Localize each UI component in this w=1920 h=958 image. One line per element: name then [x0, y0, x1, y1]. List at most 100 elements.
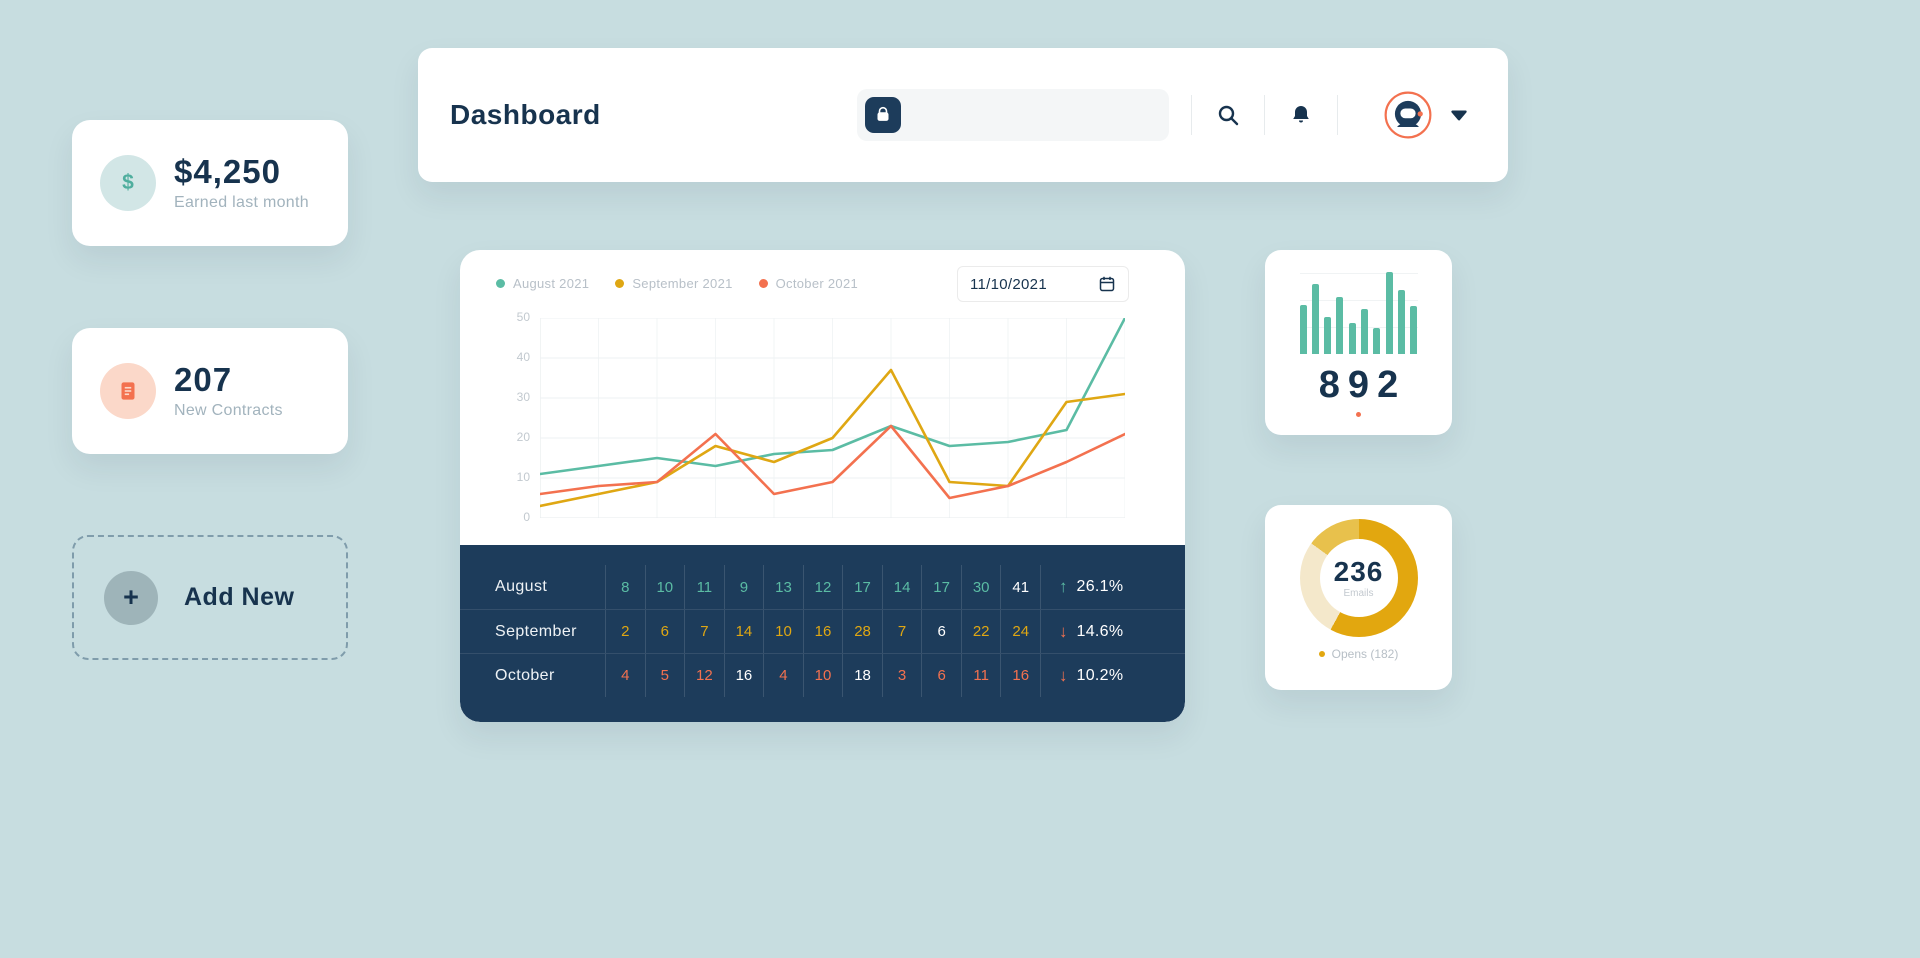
- table-cell: 10: [644, 565, 685, 609]
- series-line: [540, 368, 1125, 508]
- line-chart-svg: [540, 318, 1125, 518]
- earnings-card: $ $4,250 Earned last month: [72, 120, 348, 246]
- donut-center: 236 Emails: [1319, 539, 1398, 617]
- donut-ring: 236 Emails: [1299, 519, 1418, 637]
- y-axis-tick-label: 50: [516, 310, 530, 324]
- table-cell: 6: [644, 610, 685, 653]
- bar: [1348, 323, 1356, 354]
- arrow-down-icon: ↓: [1059, 621, 1068, 641]
- legend-dot: [758, 279, 768, 288]
- contracts-value: 207: [174, 360, 233, 398]
- date-picker[interactable]: 11/10/2021: [957, 266, 1129, 302]
- table-cell: 41: [1000, 565, 1040, 609]
- plus-icon[interactable]: +: [104, 570, 158, 625]
- y-axis-tick-label: 40: [516, 350, 530, 364]
- table-cell: 2: [605, 610, 645, 653]
- table-cell: 10: [763, 610, 803, 653]
- bar: [1410, 306, 1418, 354]
- chart-card: August 2021 September 2021 October 2021 11…: [460, 250, 1185, 722]
- contracts-card: 207 New Contracts: [72, 328, 348, 454]
- donut-label: Emails: [1343, 587, 1374, 599]
- table-row-label: September: [495, 622, 577, 640]
- table-cell: 4: [763, 654, 803, 697]
- add-new-button[interactable]: + Add New: [72, 535, 348, 660]
- series-line: [540, 318, 1125, 476]
- table-cell: 6: [921, 654, 961, 697]
- search-icon[interactable]: [1214, 101, 1242, 129]
- table-cell: 14: [723, 610, 764, 653]
- contracts-text: 207 New Contracts: [174, 360, 283, 420]
- table-cell: 13: [763, 565, 803, 609]
- trend-indicator: ↓ 10.2%: [1040, 654, 1150, 697]
- trend-value: 26.1%: [1076, 578, 1124, 595]
- table-row-label: October: [495, 666, 555, 684]
- table-row-label: August: [495, 578, 548, 595]
- add-new-label: Add New: [184, 583, 295, 611]
- table-cell: 7: [881, 610, 922, 653]
- table-row-cells: 2 6 7 14 10 16 28 7 6 22 24: [605, 610, 1040, 653]
- table-cell: 7: [684, 610, 724, 653]
- table-cell: 12: [802, 565, 843, 609]
- bar: [1336, 297, 1344, 354]
- legend-item-3: October 2021: [758, 276, 858, 291]
- bar: [1311, 284, 1319, 354]
- table-cell: 17: [921, 565, 961, 609]
- bar: [1398, 290, 1406, 354]
- table-cell: 5: [644, 654, 685, 697]
- y-axis-tick-label: 30: [516, 390, 530, 404]
- table-cell: 17: [842, 565, 882, 609]
- calendar-icon[interactable]: [1098, 275, 1116, 293]
- bell-icon[interactable]: [1287, 101, 1315, 129]
- earnings-label: Earned last month: [174, 194, 309, 212]
- table-cell: 22: [960, 610, 1001, 653]
- chevron-down-icon[interactable]: [1450, 110, 1468, 121]
- mini-bar-chart: [1299, 272, 1418, 354]
- bar: [1299, 305, 1307, 354]
- table-cell: 6: [921, 610, 961, 653]
- trend-indicator: ↑ 26.1%: [1040, 565, 1150, 609]
- plus-glyph: +: [123, 582, 139, 612]
- table-row: October 4 5 12 16 4 10 18 3 6 11 16 ↓ 10.2%: [460, 653, 1185, 697]
- trend-indicator: ↓ 14.6%: [1040, 610, 1150, 653]
- opens-dot: [1318, 651, 1325, 657]
- dollar-icon: $: [100, 155, 156, 211]
- table-cell: 16: [802, 610, 843, 653]
- arrow-up-icon: ↑: [1059, 577, 1068, 596]
- trend-value: 14.6%: [1076, 622, 1124, 640]
- header-actions: [857, 89, 1468, 141]
- data-table: August 8 10 11 9 13 12 17 14 17 30 41 ↑ 26.1% Septembe…: [460, 545, 1185, 722]
- table-cell: 3: [881, 654, 922, 697]
- donut-widget-card: 236 Emails Opens (182): [1265, 505, 1452, 690]
- bar: [1324, 317, 1332, 354]
- search-input[interactable]: [911, 89, 1169, 141]
- series-line: [540, 424, 1125, 500]
- table-cell: 14: [881, 565, 922, 609]
- table-cell: 4: [605, 654, 645, 697]
- user-avatar[interactable]: [1384, 91, 1432, 139]
- legend-label: September 2021: [632, 276, 733, 291]
- table-row-cells: 8 10 11 9 13 12 17 14 17 30 41: [605, 565, 1040, 609]
- table-cell: 18: [842, 654, 882, 697]
- divider: [1191, 95, 1192, 135]
- table-row: August 8 10 11 9 13 12 17 14 17 30 41 ↑ 26.1%: [460, 565, 1185, 609]
- divider: [1337, 95, 1338, 135]
- table-cell: 12: [684, 654, 724, 697]
- legend-item-1: August 2021: [496, 276, 589, 291]
- bar: [1361, 309, 1369, 354]
- search-box[interactable]: [857, 89, 1169, 141]
- bag-icon: [865, 97, 901, 133]
- y-axis-labels: 50 40 30 20 10 0: [494, 310, 530, 524]
- table-row-cells: 4 5 12 16 4 10 18 3 6 11 16: [605, 654, 1040, 697]
- table-cell: 10: [802, 654, 843, 697]
- donut-legend: Opens (182): [1265, 647, 1452, 661]
- arrow-down-icon: ↓: [1059, 665, 1068, 685]
- table-row: September 2 6 7 14 10 16 28 7 6 22 24 ↓ 14.6%: [460, 609, 1185, 653]
- contract-icon: [100, 363, 156, 419]
- opens-label: Opens (182): [1331, 647, 1399, 661]
- table-cell: 30: [960, 565, 1001, 609]
- earnings-text: $4,250 Earned last month: [174, 153, 309, 212]
- y-axis-tick-label: 10: [516, 470, 530, 484]
- table-cell: 9: [723, 565, 764, 609]
- bar-total-dot: [1356, 412, 1361, 417]
